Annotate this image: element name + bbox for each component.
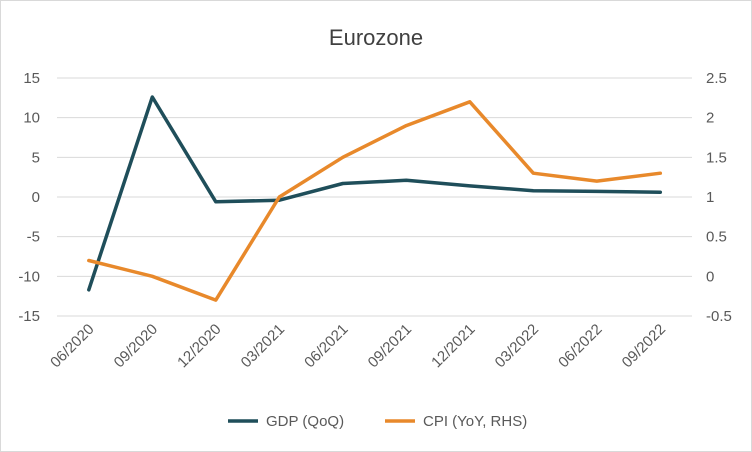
- right-tick-label: 0: [706, 268, 714, 285]
- left-tick-label: 0: [32, 189, 40, 206]
- series-lines: [87, 95, 663, 302]
- right-tick-label: -0.5: [706, 308, 732, 325]
- left-tick-label: -10: [18, 268, 40, 285]
- right-tick-label: 0.5: [706, 229, 727, 246]
- x-tick-label: 03/2021: [238, 321, 288, 371]
- x-tick-label: 09/2022: [619, 321, 669, 371]
- legend-label: CPI (YoY, RHS): [423, 413, 527, 430]
- right-tick-label: 2.5: [706, 70, 727, 87]
- right-axis-ticks: 2.5 2 1.5 1 0.5 0 -0.5: [706, 70, 732, 325]
- left-axis-ticks: 15 10 5 0 -5 -10 -15: [18, 70, 40, 325]
- left-tick-label: -15: [18, 308, 40, 325]
- gridlines: [57, 77, 692, 317]
- x-tick-label: 06/2020: [47, 321, 97, 371]
- x-tick-label: 12/2021: [428, 321, 478, 371]
- legend: GDP (QoQ) CPI (YoY, RHS): [228, 413, 527, 430]
- left-tick-label: 15: [23, 70, 40, 87]
- x-tick-label: 06/2021: [301, 321, 351, 371]
- x-tick-label: 09/2021: [365, 321, 415, 371]
- right-tick-label: 1.5: [706, 149, 727, 166]
- left-tick-label: 10: [23, 110, 40, 127]
- x-tick-label: 06/2022: [555, 321, 605, 371]
- right-tick-label: 2: [706, 110, 714, 127]
- left-tick-label: -5: [27, 229, 40, 246]
- series-line-1: [87, 95, 663, 292]
- x-axis-ticks: 06/2020 09/2020 12/2020 03/2021 06/2021 09/20…: [47, 321, 669, 371]
- x-tick-label: 09/2020: [111, 321, 161, 371]
- left-tick-label: 5: [32, 149, 40, 166]
- series-line-2: [87, 100, 663, 302]
- legend-label: GDP (QoQ): [266, 413, 344, 430]
- chart-title: Eurozone: [329, 25, 423, 50]
- right-tick-label: 1: [706, 189, 714, 206]
- x-tick-label: 12/2020: [174, 321, 224, 371]
- x-tick-label: 03/2022: [492, 321, 542, 371]
